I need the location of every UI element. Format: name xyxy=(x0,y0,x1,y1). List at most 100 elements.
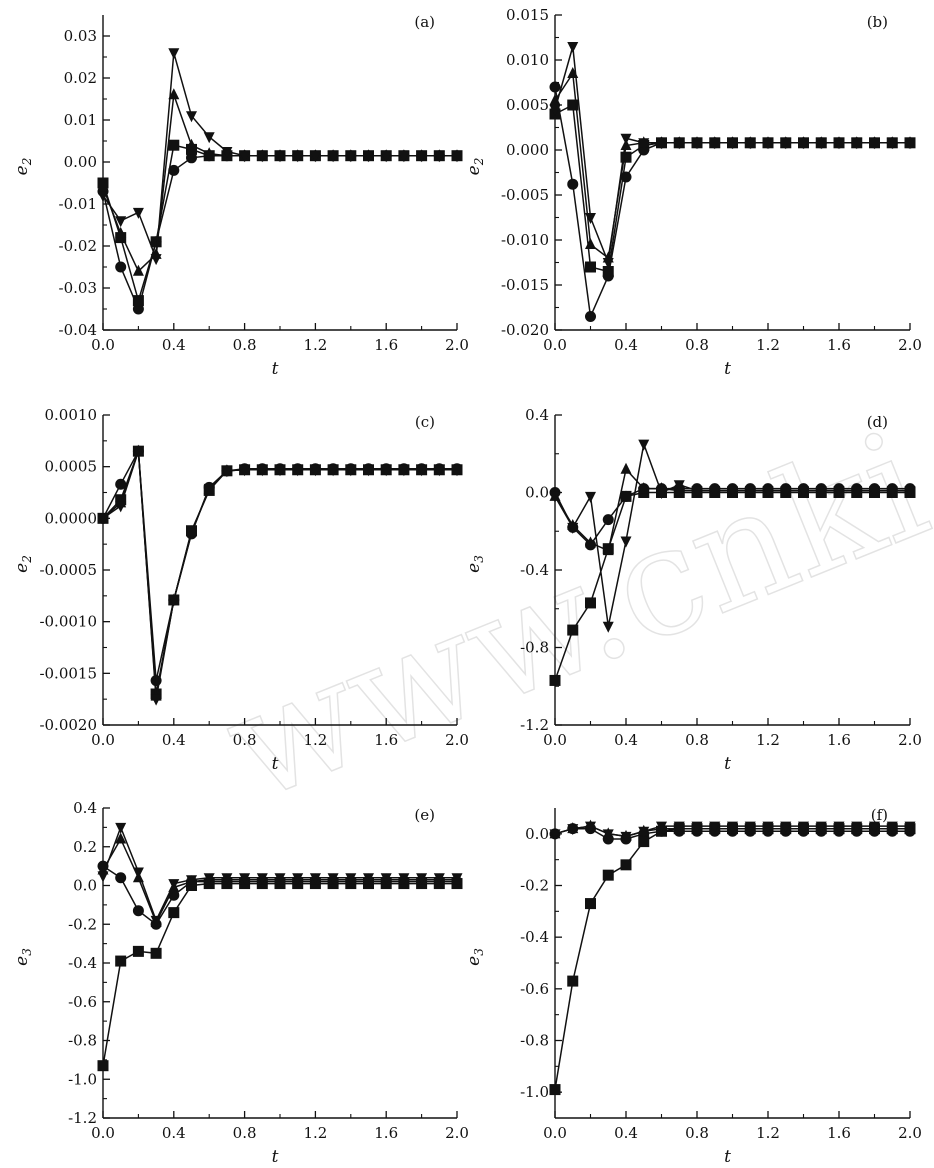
series-circle xyxy=(97,150,463,315)
data-point-triangle-down xyxy=(798,486,809,498)
data-point-triangle-down xyxy=(833,138,845,150)
y-tick-label: 0.0 xyxy=(525,825,549,843)
y-tick-label: 0.0000 xyxy=(45,509,98,527)
data-point-triangle-up xyxy=(115,832,127,844)
data-point-triangle-down xyxy=(602,829,614,841)
y-tick-label: -0.4 xyxy=(520,928,549,946)
data-point-triangle-down xyxy=(327,465,339,477)
x-tick-label: 0.8 xyxy=(233,1124,257,1142)
data-point-triangle-down xyxy=(327,151,339,163)
data-point-triangle-down xyxy=(398,465,410,477)
panel-label: (d) xyxy=(867,413,888,431)
data-point-triangle-down xyxy=(602,258,614,269)
y-axis-title: e3 xyxy=(464,948,486,966)
data-point-triangle-down xyxy=(833,486,845,498)
y-tick-label: -0.0020 xyxy=(39,716,97,734)
data-point-triangle-down xyxy=(97,871,109,883)
data-point-triangle-down xyxy=(567,824,579,836)
data-point-circle xyxy=(115,478,127,490)
data-point-triangle-down xyxy=(549,491,561,503)
y-tick-label: -0.04 xyxy=(59,321,97,339)
data-point-square xyxy=(602,869,614,881)
data-point-triangle-down xyxy=(620,831,632,843)
y-tick-label: 0.010 xyxy=(506,51,549,69)
data-point-square xyxy=(168,139,180,151)
data-point-triangle-down xyxy=(150,694,162,706)
x-tick-label: 0.0 xyxy=(91,336,115,354)
data-point-triangle-down xyxy=(398,151,410,163)
x-axis-title: t xyxy=(724,1147,731,1167)
data-point-triangle-down xyxy=(150,915,162,927)
y-tick-label: -0.4 xyxy=(520,561,549,579)
data-point-triangle-up xyxy=(602,544,614,556)
data-point-triangle-down xyxy=(309,873,321,885)
data-point-triangle-down xyxy=(451,873,463,885)
x-axis-title: t xyxy=(272,1147,279,1167)
x-axis-title: t xyxy=(272,359,279,379)
data-point-triangle-down xyxy=(798,821,809,833)
data-point-triangle-down xyxy=(292,873,304,885)
y-tick-label: -0.015 xyxy=(501,276,549,294)
data-point-triangle-down xyxy=(292,465,304,477)
chart-panel-4: 0.0 0.4 0.8 1.2 1.6 2.0 -1.2 -0.8 -0.4 0.0 0.4 t e3 (… xyxy=(464,406,922,774)
series-circle xyxy=(549,81,916,322)
chart-panel-6: 0.0 0.4 0.8 1.2 1.6 2.0 -1.0 -0.8 -0.6 -0.4 -0.2 0.… xyxy=(464,806,922,1167)
chart-panel-5: 0.0 0.4 0.8 1.2 1.6 2.0 -1.2 -1.0 -0.8 -0.6 -0.4 -0… xyxy=(12,799,469,1167)
y-tick-label: -0.2 xyxy=(68,915,97,933)
data-point-triangle-down xyxy=(416,465,428,477)
data-point-square xyxy=(567,99,579,111)
series-triangle-down xyxy=(549,42,916,269)
x-tick-label: 0.0 xyxy=(543,731,567,749)
y-tick-label: -1.0 xyxy=(520,1083,549,1101)
x-tick-label: 1.2 xyxy=(303,336,327,354)
data-point-circle xyxy=(186,152,197,164)
data-point-triangle-down xyxy=(433,151,445,163)
data-point-triangle-down xyxy=(851,138,863,150)
y-tick-label: -0.0010 xyxy=(39,613,97,631)
data-point-triangle-down xyxy=(256,465,268,477)
y-tick-label: 0.2 xyxy=(73,838,97,856)
data-point-triangle-down xyxy=(709,138,721,150)
series-triangle-down xyxy=(97,48,463,266)
data-point-triangle-down xyxy=(762,821,774,833)
data-point-square xyxy=(620,151,632,163)
panel-label: (a) xyxy=(414,13,435,31)
data-point-square xyxy=(549,674,561,686)
data-point-triangle-down xyxy=(798,138,809,150)
data-point-triangle-down xyxy=(416,151,428,163)
y-tick-label: -0.8 xyxy=(520,639,549,657)
x-tick-label: 0.4 xyxy=(614,731,638,749)
data-point-square xyxy=(585,261,596,273)
chart-panel-2: 0.0 0.4 0.8 1.2 1.6 2.0 -0.020 -0.015 -0.010 -0.0… xyxy=(464,6,922,379)
y-tick-label: 0.02 xyxy=(64,69,97,87)
data-point-triangle-down xyxy=(186,111,197,123)
data-point-triangle-up xyxy=(585,536,596,548)
data-point-square xyxy=(150,947,162,959)
data-point-triangle-down xyxy=(744,138,756,150)
data-point-triangle-up xyxy=(638,482,650,494)
data-point-square xyxy=(115,955,127,967)
x-tick-label: 2.0 xyxy=(898,731,922,749)
data-point-square xyxy=(549,1084,561,1096)
series-line xyxy=(554,46,910,266)
series-line xyxy=(102,144,457,304)
data-point-triangle-down xyxy=(780,821,792,833)
x-tick-label: 2.0 xyxy=(445,336,469,354)
series-line xyxy=(102,882,457,1066)
chart-panel-3: 0.0 0.4 0.8 1.2 1.6 2.0 -0.0020 -0.0015 -0.0010 -… xyxy=(12,406,469,774)
data-point-triangle-down xyxy=(602,621,614,633)
data-point-square xyxy=(585,898,596,910)
series-line xyxy=(554,86,910,320)
data-point-square xyxy=(602,266,614,277)
data-point-triangle-up xyxy=(620,462,632,474)
data-point-triangle-down xyxy=(815,821,827,833)
panels-group: 0.0 0.4 0.8 1.2 1.6 2.0 -0.04 -0.03 -0.02 -0.01 0.… xyxy=(12,6,922,1167)
y-tick-label: 0.005 xyxy=(506,96,549,114)
series-triangle-down xyxy=(97,822,463,927)
x-tick-label: 0.8 xyxy=(685,336,709,354)
data-point-triangle-down xyxy=(203,483,215,495)
data-point-circle xyxy=(567,178,579,190)
y-tick-label: 0.0 xyxy=(525,484,549,502)
data-point-triangle-down xyxy=(274,151,286,163)
x-tick-label: 1.6 xyxy=(827,1124,851,1142)
